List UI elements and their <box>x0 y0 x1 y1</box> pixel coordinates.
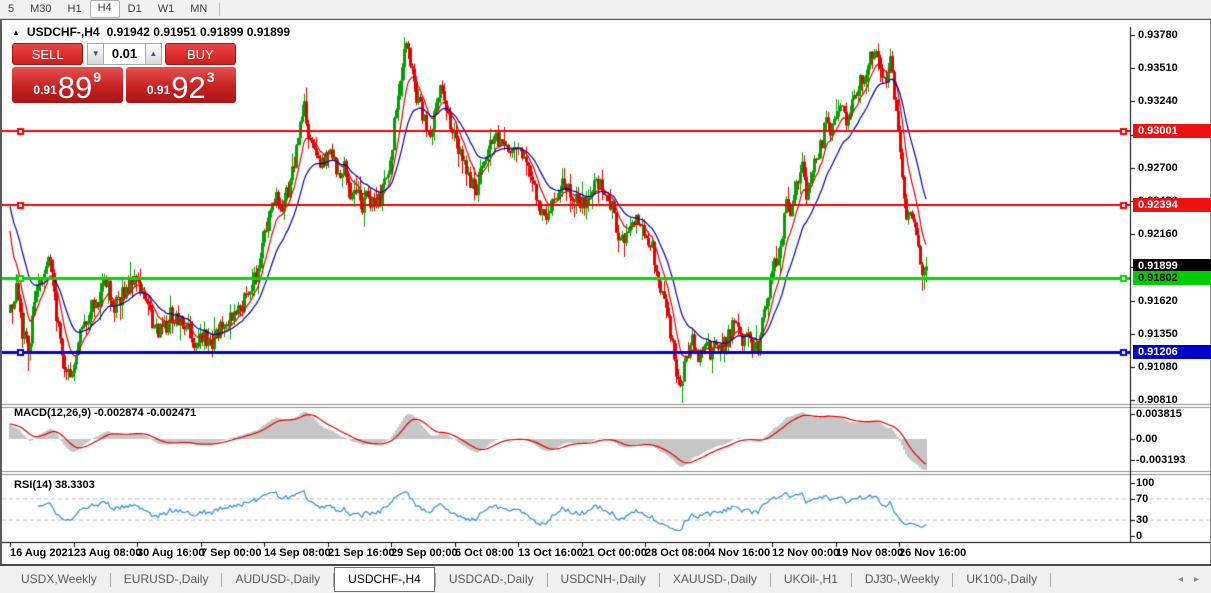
time-axis-label: 16 Aug 2021 <box>10 547 74 559</box>
toolbar-separator <box>219 2 221 16</box>
tab-ukoil-h1[interactable]: UKOil-,H1 <box>783 572 838 586</box>
rsi-indicator-label: RSI(14) 38.3303 <box>14 479 95 491</box>
tab-uk100-daily[interactable]: UK100-,Daily <box>966 572 1038 586</box>
collapse-panel-icon[interactable]: ▲ <box>12 27 20 37</box>
scroll-right-icon[interactable]: ▸ <box>1193 574 1199 585</box>
tab-separator <box>221 572 223 587</box>
price-axis-tick: 0.93240 <box>1138 95 1178 108</box>
price-chart-canvas[interactable] <box>2 20 1210 564</box>
tab-dj30-weekly[interactable]: DJ30-,Weekly <box>864 572 940 586</box>
tab-separator <box>109 572 111 587</box>
lot-decrease-button[interactable]: ▼ <box>87 43 104 65</box>
price-level-badge[interactable]: 0.92394 <box>1133 198 1211 213</box>
chart-title: ▲ USDCHF-,H4 0.91942 0.91951 0.91899 0.9… <box>12 25 290 39</box>
timeframe-h1[interactable]: H1 <box>67 2 82 15</box>
macd-axis-tick: -0.003193 <box>1136 454 1186 466</box>
sell-price-prefix: 0.91 <box>33 83 57 97</box>
macd-axis-tick: 0.003815 <box>1136 408 1182 420</box>
tab-separator <box>769 572 771 587</box>
tab-usdchf-h4[interactable]: USDCHF-,H4 <box>334 567 435 592</box>
time-axis-label: 12 Nov 00:00 <box>772 547 840 559</box>
timeframe-mn[interactable]: MN <box>190 2 208 15</box>
time-axis-label: 13 Oct 16:00 <box>518 547 583 559</box>
time-axis-label: 28 Oct 08:00 <box>645 547 710 559</box>
timeframe-w1[interactable]: W1 <box>157 2 175 15</box>
buy-price-big-digits: 92 <box>171 70 206 105</box>
chart-tab-bar: USDX,Weekly EURUSD-,Daily AUDUSD-,Daily USD… <box>0 564 1211 593</box>
price-axis-tick: 0.93510 <box>1138 62 1178 75</box>
one-click-trade-panel: SELL ▼ 0.01 ▲ BUY 0.91 89 9 0.91 92 <box>12 43 237 105</box>
triangle-down-icon: ▼ <box>91 49 100 58</box>
time-axis-label: 26 Nov 16:00 <box>899 547 967 559</box>
rsi-axis-tick: 30 <box>1136 514 1149 527</box>
timeframe-5[interactable]: 5 <box>8 2 15 15</box>
sell-button[interactable]: SELL <box>12 43 84 65</box>
macd-indicator-label: MACD(12,26,9) -0.002874 -0.002471 <box>14 407 197 419</box>
tab-xauusd-daily[interactable]: XAUUSD-,Daily <box>672 572 757 586</box>
sell-price-pip-digit: 9 <box>93 69 102 85</box>
time-axis-label: 7 Sep 00:00 <box>201 547 262 559</box>
tab-scroll-arrows: ◂ ▸ <box>1178 574 1199 585</box>
tab-separator <box>952 572 954 587</box>
price-level-badge[interactable]: 0.91206 <box>1133 344 1211 359</box>
time-axis-label: 4 Nov 16:00 <box>709 547 771 559</box>
time-axis-label: 21 Oct 00:00 <box>582 547 647 559</box>
price-axis-tick: 0.91080 <box>1138 361 1178 374</box>
timeframe-h4[interactable]: H4 <box>89 0 120 18</box>
rsi-axis-tick: 70 <box>1136 492 1149 505</box>
tab-separator <box>434 572 436 587</box>
triangle-up-icon: ▲ <box>149 49 158 58</box>
tab-separator <box>1050 572 1052 587</box>
time-axis-label: 21 Sep 16:00 <box>328 547 395 559</box>
price-level-badge[interactable]: 0.93001 <box>1133 123 1211 138</box>
chart-symbol-label: USDCHF-,H4 <box>26 25 100 39</box>
price-axis-tick: 0.92700 <box>1138 161 1178 174</box>
price-level-badge[interactable]: 0.91899 <box>1133 259 1211 274</box>
tab-usdcad-daily[interactable]: USDCAD-,Daily <box>448 572 534 586</box>
lot-increase-button[interactable]: ▲ <box>145 43 162 65</box>
time-axis-label: 19 Nov 08:00 <box>836 547 904 559</box>
buy-price-pip-digit: 3 <box>206 69 215 85</box>
sell-price-big-digits: 89 <box>57 70 93 105</box>
buy-quote-button[interactable]: 0.91 92 3 <box>125 67 236 105</box>
tab-audusd-daily[interactable]: AUDUSD-,Daily <box>235 572 321 586</box>
time-axis-label: 30 Aug 16:00 <box>137 547 205 559</box>
rsi-axis-tick: 0 <box>1136 530 1143 542</box>
time-axis-label: 29 Sep 00:00 <box>391 547 458 559</box>
macd-axis-tick: 0.00 <box>1136 433 1158 445</box>
buy-price-prefix: 0.91 <box>146 83 171 97</box>
tab-separator <box>546 572 548 587</box>
tab-separator <box>658 572 660 587</box>
rsi-axis-tick: 100 <box>1136 477 1155 489</box>
timeframe-toolbar: 5 M30 H1 H4 D1 W1 MN <box>0 0 1211 19</box>
sell-quote-button[interactable]: 0.91 89 9 <box>12 67 123 103</box>
timeframe-d1[interactable]: D1 <box>127 2 142 15</box>
time-axis-label: 6 Oct 08:00 <box>455 547 514 559</box>
tab-usdx-weekly[interactable]: USDX,Weekly <box>21 572 97 586</box>
price-level-badge[interactable]: 0.91802 <box>1133 271 1211 286</box>
price-axis-tick: 0.91350 <box>1138 327 1178 340</box>
scroll-left-icon[interactable]: ◂ <box>1177 574 1183 585</box>
lot-size-input[interactable]: 0.01 <box>104 43 146 65</box>
tab-eurusd-daily[interactable]: EURUSD-,Daily <box>123 572 209 586</box>
time-axis-label: 14 Sep 08:00 <box>264 547 331 559</box>
price-axis-tick: 0.93780 <box>1138 29 1178 41</box>
chart-ohlc-readout: 0.91942 0.91951 0.91899 0.91899 <box>106 25 291 39</box>
price-axis-tick: 0.91620 <box>1138 294 1178 307</box>
chart-window: ▲ USDCHF-,H4 0.91942 0.91951 0.91899 0.9… <box>0 19 1211 564</box>
tab-usdcnh-daily[interactable]: USDCNH-,Daily <box>560 572 646 586</box>
price-axis-tick: 0.92160 <box>1138 228 1178 241</box>
timeframe-m30[interactable]: M30 <box>30 2 52 15</box>
tab-separator <box>850 572 852 587</box>
buy-button[interactable]: BUY <box>164 43 237 65</box>
tab-separator <box>333 572 335 587</box>
price-axis-tick: 0.90810 <box>1138 394 1178 407</box>
time-axis-label: 23 Aug 08:00 <box>74 547 142 559</box>
